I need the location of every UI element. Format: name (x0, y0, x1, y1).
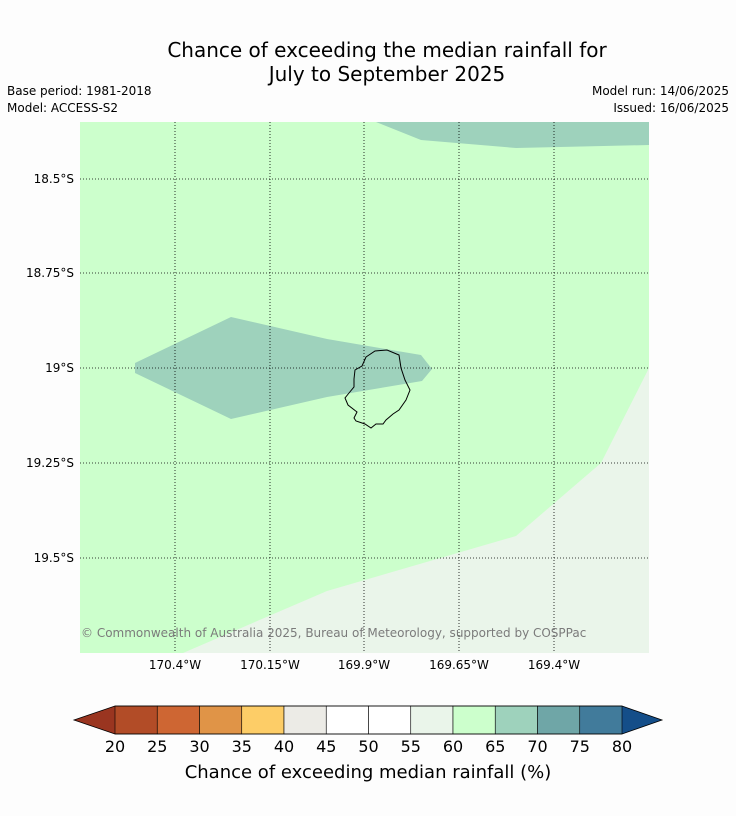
model-run: Model run: 14/06/2025 (591, 84, 729, 98)
base-period: Base period: 1981-2018 (7, 84, 152, 98)
niue-coastline (344, 349, 411, 429)
lon-label-3: 169.65°W (429, 658, 489, 672)
colorbar-under-arrow (74, 706, 115, 734)
colorbar-tick-75: 75 (570, 737, 590, 756)
map-title: Chance of exceeding the median rainfall … (0, 38, 736, 86)
lat-label-4: 19.5°S (34, 551, 74, 565)
colorbar-title: Chance of exceeding median rainfall (%) (185, 762, 552, 783)
map-area (80, 122, 649, 653)
colorbar-cell-4 (283, 705, 327, 735)
colorbar-cell-2 (199, 705, 243, 735)
colorbar-tick-20: 20 (105, 737, 125, 756)
colorbar-cell-3 (241, 705, 285, 735)
lat-label-3: 19.25°S (26, 456, 74, 470)
colorbar-tick-60: 60 (443, 737, 463, 756)
colorbar-tick-70: 70 (527, 737, 547, 756)
colorbar-cell-10 (537, 705, 581, 735)
colorbar-tick-labels: 20 25 30 35 40 45 50 55 60 65 70 75 80 (105, 737, 632, 756)
lon-label-0: 170.4°W (149, 658, 201, 672)
colorbar-cell-6 (368, 705, 412, 735)
colorbar-tick-25: 25 (147, 737, 167, 756)
title-line-2: July to September 2025 (268, 62, 506, 86)
colorbar-tick-45: 45 (316, 737, 336, 756)
colorbar: 20 25 30 35 40 45 50 55 60 65 70 75 80 Chance of exc… (72, 705, 664, 783)
gridlines (80, 122, 649, 653)
lon-label-4: 169.4°W (528, 658, 580, 672)
lon-label-1: 170.15°W (240, 658, 300, 672)
meta-right: Model run: 14/06/2025 Issued: 16/06/2025 (592, 83, 729, 117)
colorbar-cell-11 (579, 705, 623, 735)
title-line-1: Chance of exceeding the median rainfall … (167, 38, 607, 62)
lat-label-0: 18.5°S (34, 172, 74, 186)
model-name: Model: ACCESS-S2 (7, 101, 119, 115)
colorbar-tick-30: 30 (189, 737, 209, 756)
colorbar-over-arrow (622, 706, 662, 734)
copyright-text: © Commonwealth of Australia 2025, Bureau… (81, 626, 586, 640)
colorbar-cells (114, 705, 623, 735)
colorbar-cell-9 (494, 705, 538, 735)
colorbar-cell-8 (452, 705, 496, 735)
colorbar-cell-7 (410, 705, 454, 735)
latitude-labels: 18.5°S 18.75°S 19°S 19.25°S 19.5°S (26, 172, 74, 565)
band-55-60-region (183, 368, 649, 653)
lat-label-1: 18.75°S (26, 266, 74, 280)
lon-label-2: 169.9°W (338, 658, 390, 672)
colorbar-cell-1 (156, 705, 200, 735)
longitude-labels: 170.4°W 170.15°W 169.9°W 169.65°W 169.4°W (149, 658, 580, 672)
band-65-70-region-island (135, 317, 432, 419)
colorbar-tick-80: 80 (612, 737, 632, 756)
colorbar-cell-0 (114, 705, 158, 735)
colorbar-tick-65: 65 (485, 737, 505, 756)
issued-date: Issued: 16/06/2025 (613, 101, 729, 115)
band-65-70-region-north (376, 122, 649, 148)
colorbar-cell-5 (325, 705, 369, 735)
colorbar-tick-50: 50 (358, 737, 378, 756)
colorbar-tick-55: 55 (401, 737, 421, 756)
colorbar-outline (72, 705, 664, 735)
meta-left: Base period: 1981-2018 Model: ACCESS-S2 (7, 83, 152, 117)
colorbar-tick-35: 35 (232, 737, 252, 756)
lat-label-2: 19°S (45, 361, 74, 375)
colorbar-tick-40: 40 (274, 737, 294, 756)
